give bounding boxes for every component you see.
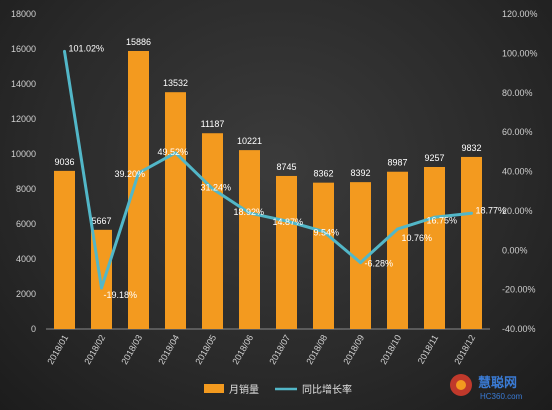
- right-axis-tick-label: 60.00%: [502, 127, 533, 137]
- line-series: [63, 49, 473, 290]
- watermark-subtext: HC360.com: [480, 392, 523, 401]
- category-tick-label: 2018/08: [304, 333, 329, 366]
- line-data-labels: 101.02% -19.18% 39.20% 49.52% 31.24% 18.92% 14…: [69, 43, 507, 300]
- line-point: [433, 215, 436, 219]
- category-tick-label: 2018/11: [416, 333, 441, 366]
- bar-series: [54, 50, 482, 330]
- left-axis-tick-label: 8000: [16, 184, 36, 194]
- line-value-label: 9.54%: [314, 227, 340, 237]
- bar: [387, 171, 408, 329]
- line-value-label: 18.77%: [476, 205, 507, 215]
- bar-data-labels: 9036 5667 15886 13532 11187 10221 8745 8362 8392…: [54, 37, 481, 226]
- right-axis-tick-label: -20.00%: [502, 285, 536, 295]
- left-axis-tick-label: 6000: [16, 219, 36, 229]
- category-axis-labels: 2018/01 2018/02 2018/03 2018/04 2018/05 2018/…: [45, 333, 477, 366]
- line-value-label: 14.87%: [273, 217, 304, 227]
- left-axis-tick-label: 14000: [11, 79, 36, 89]
- right-axis-tick-label: 100.00%: [502, 48, 538, 58]
- bar: [165, 92, 186, 329]
- bar-value-label: 9036: [54, 157, 74, 167]
- line-value-label: 101.02%: [69, 43, 105, 53]
- left-axis-tick-label: 18000: [11, 9, 36, 19]
- bar-value-label: 8362: [313, 169, 333, 179]
- right-axis-tick-label: 0.00%: [502, 245, 528, 255]
- line-point: [359, 261, 362, 265]
- line-value-label: 10.76%: [402, 233, 433, 243]
- legend-line-label: 同比增长率: [302, 383, 352, 396]
- bar: [350, 182, 371, 329]
- right-axis-tick-label: 20.00%: [502, 206, 533, 216]
- line-point: [248, 211, 251, 215]
- right-axis: -40.00% -20.00% 0.00% 20.00% 40.00% 60.00% 80.…: [502, 9, 538, 334]
- bar-value-label: 8987: [387, 158, 407, 168]
- category-tick-label: 2018/12: [452, 333, 477, 366]
- line-point: [285, 219, 288, 223]
- bar-value-label: 13532: [163, 78, 188, 88]
- category-tick-label: 2018/06: [230, 333, 255, 366]
- right-axis-tick-label: 40.00%: [502, 167, 533, 177]
- watermark-text: 慧聪网: [478, 375, 517, 391]
- line-point: [174, 151, 177, 155]
- bar-value-label: 15886: [126, 37, 151, 47]
- bar-value-label: 5667: [91, 216, 111, 226]
- left-axis-tick-label: 2000: [16, 289, 36, 299]
- left-axis-tick-label: 4000: [16, 254, 36, 264]
- bar: [54, 170, 75, 329]
- category-tick-label: 2018/09: [341, 333, 366, 366]
- left-axis-tick-label: 0: [31, 324, 36, 334]
- line-value-label: 39.20%: [115, 169, 146, 179]
- line-point: [396, 227, 399, 231]
- bar-value-label: 8745: [276, 162, 296, 172]
- watermark-logo: 慧聪网 HC360.com: [450, 374, 523, 401]
- bar: [461, 156, 482, 329]
- line-point: [137, 171, 140, 175]
- line-point: [470, 211, 473, 215]
- bar: [424, 167, 445, 329]
- legend-bar-swatch: [204, 384, 224, 393]
- left-axis-tick-label: 10000: [11, 149, 36, 159]
- bar-value-label: 9832: [461, 143, 481, 153]
- line-point: [322, 229, 325, 233]
- line-point: [211, 187, 214, 191]
- right-axis-tick-label: 120.00%: [502, 9, 538, 19]
- bar-value-label: 9257: [424, 153, 444, 163]
- right-axis-tick-label: -40.00%: [502, 324, 536, 334]
- category-tick-label: 2018/07: [267, 333, 292, 366]
- line-value-label: 18.92%: [234, 207, 265, 217]
- category-tick-label: 2018/02: [82, 333, 107, 366]
- bar-value-label: 11187: [201, 119, 225, 129]
- line-point: [100, 286, 103, 290]
- line-value-label: 49.52%: [158, 147, 189, 157]
- line-value-label: -6.28%: [365, 259, 394, 269]
- bar: [239, 150, 260, 329]
- category-tick-label: 2018/01: [45, 333, 70, 366]
- bar: [276, 175, 297, 329]
- bar-value-label: 10221: [237, 136, 262, 146]
- bar: [313, 182, 334, 329]
- growth-line: [63, 51, 472, 290]
- legend-bar-label: 月销量: [229, 383, 259, 396]
- bar-value-label: 8392: [350, 168, 370, 178]
- line-value-label: 31.24%: [201, 183, 232, 193]
- left-axis-tick-label: 12000: [11, 114, 36, 124]
- left-axis-tick-label: 16000: [11, 44, 36, 54]
- bar: [128, 50, 149, 330]
- category-tick-label: 2018/03: [119, 333, 144, 366]
- right-axis-tick-label: 80.00%: [502, 88, 533, 98]
- watermark-emblem-core: [456, 380, 466, 390]
- left-axis: 0 2000 4000 6000 8000 10000 12000 14000 16000 180…: [11, 9, 490, 334]
- line-point: [63, 49, 66, 53]
- category-tick-label: 2018/05: [193, 333, 218, 366]
- line-value-label: -19.18%: [104, 290, 138, 300]
- category-tick-label: 2018/04: [156, 333, 181, 366]
- legend: 月销量 同比增长率: [204, 383, 352, 396]
- category-tick-label: 2018/10: [378, 333, 403, 366]
- line-value-label: 16.75%: [427, 215, 458, 225]
- bar: [202, 133, 223, 329]
